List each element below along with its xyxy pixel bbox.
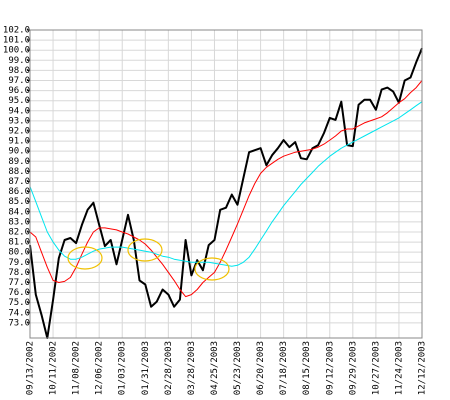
y-tick-label: 78.0 [8,268,30,278]
x-tick-label: 03/28/2003 [187,341,197,395]
y-tick-label: 102.0 [3,26,30,36]
x-tick-label: 04/25/2003 [210,341,220,395]
series-line [29,101,423,267]
y-tick-label: 91.0 [8,137,30,147]
y-tick-label: 79.0 [8,258,30,268]
y-tick-label: 92.0 [8,126,30,136]
x-tick-label: 11/08/2002 [72,341,82,395]
x-tick-label: 12/12/2003 [418,341,428,395]
x-tick-label: 09/12/2003 [325,341,335,395]
y-tick-label: 88.0 [8,167,30,177]
y-tick-label: 80.0 [8,248,30,258]
y-tick-label: 94.0 [8,106,30,116]
y-tick-label: 77.0 [8,278,30,288]
y-tick-label: 97.0 [8,76,30,86]
y-tick-label: 81.0 [8,238,30,248]
y-tick-label: 84.0 [8,207,30,217]
y-tick-label: 89.0 [8,157,30,167]
y-tick-label: 90.0 [8,147,30,157]
y-tick-label: 93.0 [8,116,30,126]
grid [27,29,423,338]
y-tick-label: 95.0 [8,96,30,106]
x-tick-label: 05/23/2003 [233,341,243,395]
y-tick-label: 85.0 [8,197,30,207]
x-tick-label: 01/03/2003 [118,341,128,395]
marks [29,47,423,339]
y-tick-label: 99.0 [8,56,30,66]
x-tick-label: 10/11/2002 [49,341,59,395]
x-tick-label: 06/20/2003 [256,341,266,395]
y-tick-label: 75.0 [8,298,30,308]
y-tick-label: 100.0 [3,46,30,56]
y-tick-label: 73.0 [8,318,30,328]
x-tick-label: 01/31/2003 [141,341,151,395]
x-tick-label: 10/27/2003 [371,341,381,395]
x-tick-label: 09/29/2003 [348,341,358,395]
y-tick-label: 96.0 [8,86,30,96]
y-tick-label: 76.0 [8,288,30,298]
y-tick-label: 86.0 [8,187,30,197]
x-tick-label: 12/06/2002 [95,341,105,395]
highlight-ellipse [194,257,230,281]
x-tick-label: 02/28/2003 [164,341,174,395]
y-tick-label: 83.0 [8,217,30,227]
y-tick-label: 87.0 [8,177,30,187]
x-tick-label: 08/15/2003 [302,341,312,395]
y-tick-label: 101.0 [3,36,30,46]
highlight-ellipse [127,238,163,262]
series-line [29,80,423,298]
y-tick-label: 98.0 [8,66,30,76]
y-tick-label: 74.0 [8,308,30,318]
y-tick-label: 82.0 [8,227,30,237]
x-tick-label: 07/18/2003 [279,341,289,395]
x-tick-label: 09/13/2002 [26,341,36,395]
x-tick-label: 11/24/2003 [394,341,404,395]
plot-frame [29,29,423,339]
highlight-ellipse [67,246,103,270]
series-line [29,47,423,339]
